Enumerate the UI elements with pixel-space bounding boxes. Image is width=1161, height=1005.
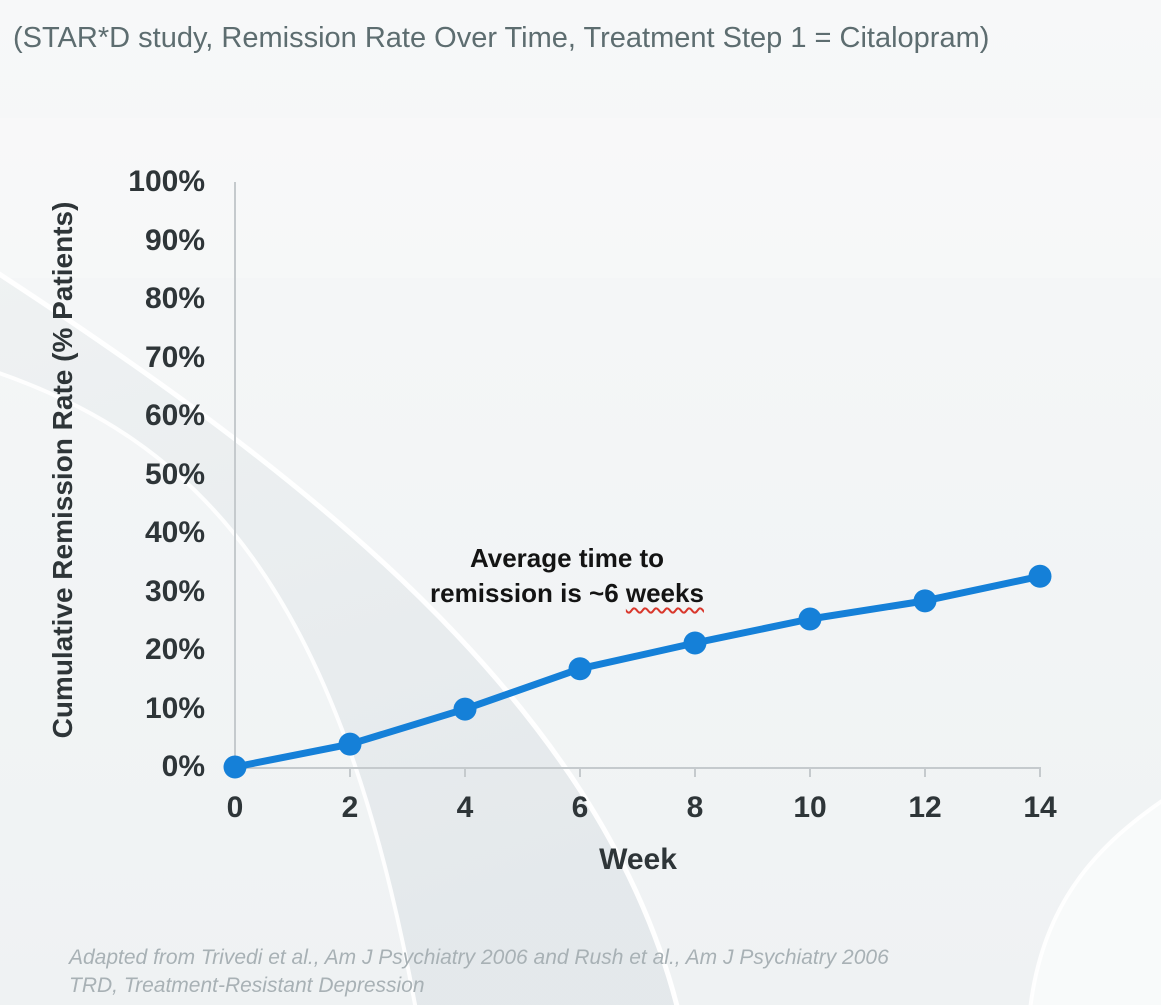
x-tick-label: 10 (793, 791, 827, 824)
background-curve-outer (0, 271, 680, 1005)
x-tick-label: 8 (686, 791, 704, 824)
data-point-marker (568, 657, 592, 681)
background-curve-inner (0, 371, 418, 1005)
annotation-line-2: remission is ~6 weeks (317, 576, 817, 611)
y-tick-label: 60% (144, 399, 205, 432)
y-tick-label: 80% (144, 282, 205, 315)
data-point-marker (913, 589, 937, 613)
x-tick-label: 4 (456, 791, 474, 824)
x-tick-label: 12 (908, 791, 942, 824)
x-tick-label: 6 (571, 791, 589, 824)
data-point-marker (683, 631, 707, 655)
x-tick-label: 0 (226, 791, 244, 824)
annotation-line-2-text: remission is ~6 (430, 578, 626, 608)
y-tick-label: 0% (161, 750, 205, 783)
y-tick-label: 90% (144, 223, 205, 257)
y-tick-label: 50% (144, 457, 205, 491)
x-tick-label: 14 (1023, 791, 1057, 824)
y-tick-label: 70% (144, 340, 205, 374)
chart-title: (STAR*D study, Remission Rate Over Time,… (13, 22, 990, 54)
data-point-marker (1028, 564, 1052, 588)
data-point-marker (223, 755, 247, 779)
data-series (223, 564, 1052, 779)
source-note-line-1: Adapted from Trivedi et al., Am J Psychi… (69, 946, 889, 969)
y-tick-label: 20% (144, 633, 205, 666)
data-point-marker (338, 732, 362, 756)
series-line (231, 572, 1044, 771)
y-tick-label: 30% (144, 574, 205, 608)
spellcheck-underline-word: weeks (625, 578, 704, 608)
y-tick-label: 40% (144, 516, 205, 549)
annotation: Average time to remission is ~6 weeks (317, 541, 817, 611)
background-band (0, 118, 1161, 278)
annotation-line-1: Average time to (469, 543, 665, 573)
background-corner-curve (1028, 799, 1161, 1005)
data-point-marker (453, 697, 477, 721)
source-note: Adapted from Trivedi et al., Am J Psychi… (69, 944, 1069, 1000)
x-axis-title: Week (599, 843, 677, 876)
x-axis-ticks (234, 768, 1041, 777)
source-note-line-2: TRD, Treatment-Resistant Depression (69, 974, 425, 997)
background-corner-shape (1030, 801, 1161, 1005)
y-tick-label: 10% (144, 691, 205, 725)
background-swoosh (0, 274, 677, 1005)
data-point-marker (798, 607, 822, 631)
x-tick-label: 2 (341, 791, 359, 824)
y-tick-label: 100% (128, 165, 205, 198)
